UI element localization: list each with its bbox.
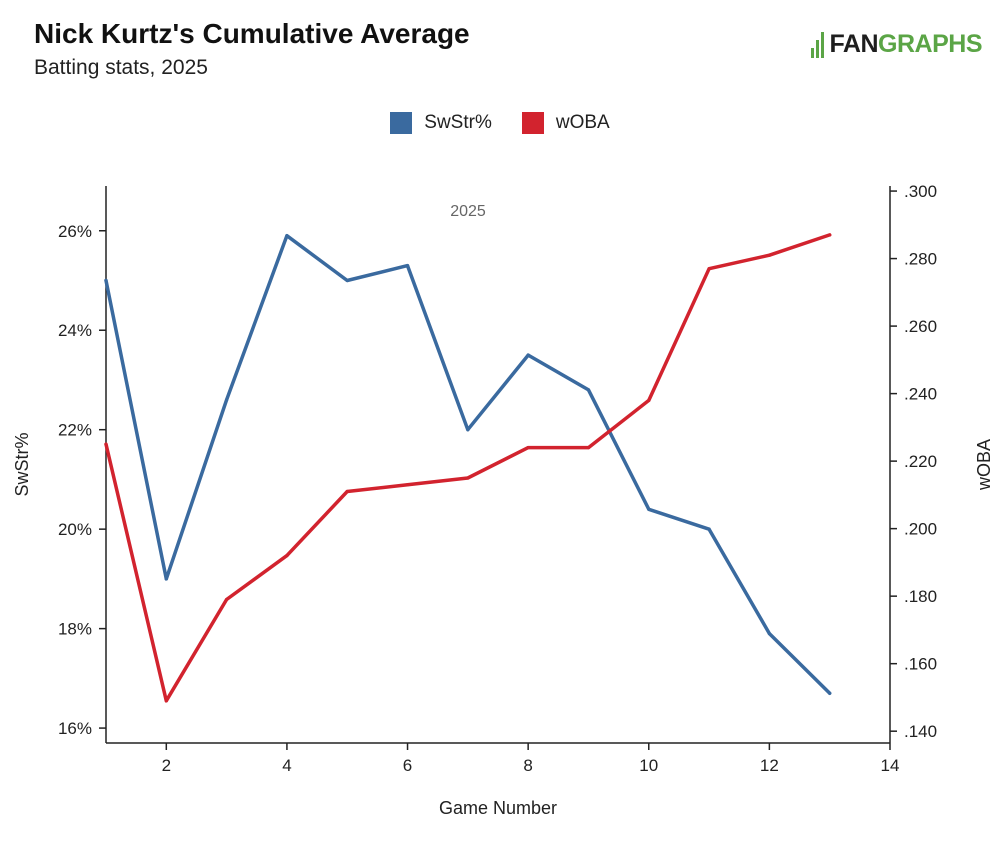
data-point-swstr [647,507,651,511]
data-point-swstr [164,577,168,581]
data-point-woba [466,476,470,480]
data-point-swstr [104,278,108,283]
data-point-woba [345,489,349,494]
data-point-woba [164,699,168,703]
legend-label-woba: wOBA [555,112,610,133]
data-point-woba [647,398,651,402]
data-point-swstr [828,691,832,695]
data-point-woba [767,253,771,257]
chart-annotation: 2025 [450,203,486,220]
chart-legend: SwStr% wOBA [0,112,1000,134]
series-line-woba [104,233,832,703]
y-axis-right-label: wOBA [974,439,994,491]
data-point-swstr [767,631,771,636]
data-point-swstr [707,527,711,531]
y-left-tick-label: 22% [58,421,92,440]
data-point-woba [225,597,229,602]
x-axis-label: Game Number [439,798,557,818]
legend-item-woba: wOBA [521,112,610,134]
y-right-tick-label: .260 [904,317,937,336]
legend-item-swstr: SwStr% [390,112,492,134]
x-tick-label: 8 [523,756,532,775]
data-point-woba [707,267,711,271]
x-tick-label: 12 [760,756,779,775]
data-point-swstr [466,428,470,432]
y-right-tick-label: .220 [904,452,937,471]
logo-text-fan: FAN [829,30,879,58]
y-right-tick-label: .280 [904,250,937,269]
x-tick-label: 6 [403,756,412,775]
y-right-tick-label: .200 [904,520,937,539]
x-tick-label: 2 [162,756,171,775]
chart-title: Nick Kurtz's Cumulative Average [34,18,470,49]
y-right-tick-label: .180 [904,587,937,606]
data-point-woba [586,446,591,450]
data-point-swstr [285,234,289,238]
data-point-swstr [586,388,591,392]
series-line-swstr [104,233,832,696]
y-left-tick-label: 24% [58,321,92,340]
logo-text-graphs: GRAPHS [878,30,982,58]
data-point-woba [405,483,410,487]
y-left-tick-label: 20% [58,520,92,539]
fangraphs-bars-icon [810,31,826,58]
data-point-swstr [405,263,410,268]
y-right-tick-label: .140 [904,722,937,741]
legend-swatch-swstr [390,112,413,134]
x-tick-label: 10 [639,756,658,775]
data-point-woba [285,554,289,558]
y-left-tick-label: 16% [58,719,92,738]
fangraphs-logo: FANGRAPHS [810,30,982,59]
data-point-woba [526,446,530,450]
y-right-tick-label: .240 [904,385,937,404]
data-point-swstr [526,353,530,357]
legend-label-swstr: SwStr% [424,112,492,133]
data-point-swstr [345,278,349,283]
x-tick-label: 14 [881,756,900,775]
legend-swatch-woba [521,112,544,134]
data-point-woba [828,233,832,237]
y-left-tick-label: 18% [58,620,92,639]
y-axis-left-label: SwStr% [12,432,32,496]
y-left-tick-label: 26% [58,222,92,241]
data-point-woba [104,442,108,446]
x-tick-label: 4 [282,756,291,775]
y-right-tick-label: .300 [904,182,937,201]
y-right-tick-label: .160 [904,655,937,674]
data-point-swstr [225,398,229,402]
chart-subtitle: Batting stats, 2025 [34,56,208,79]
